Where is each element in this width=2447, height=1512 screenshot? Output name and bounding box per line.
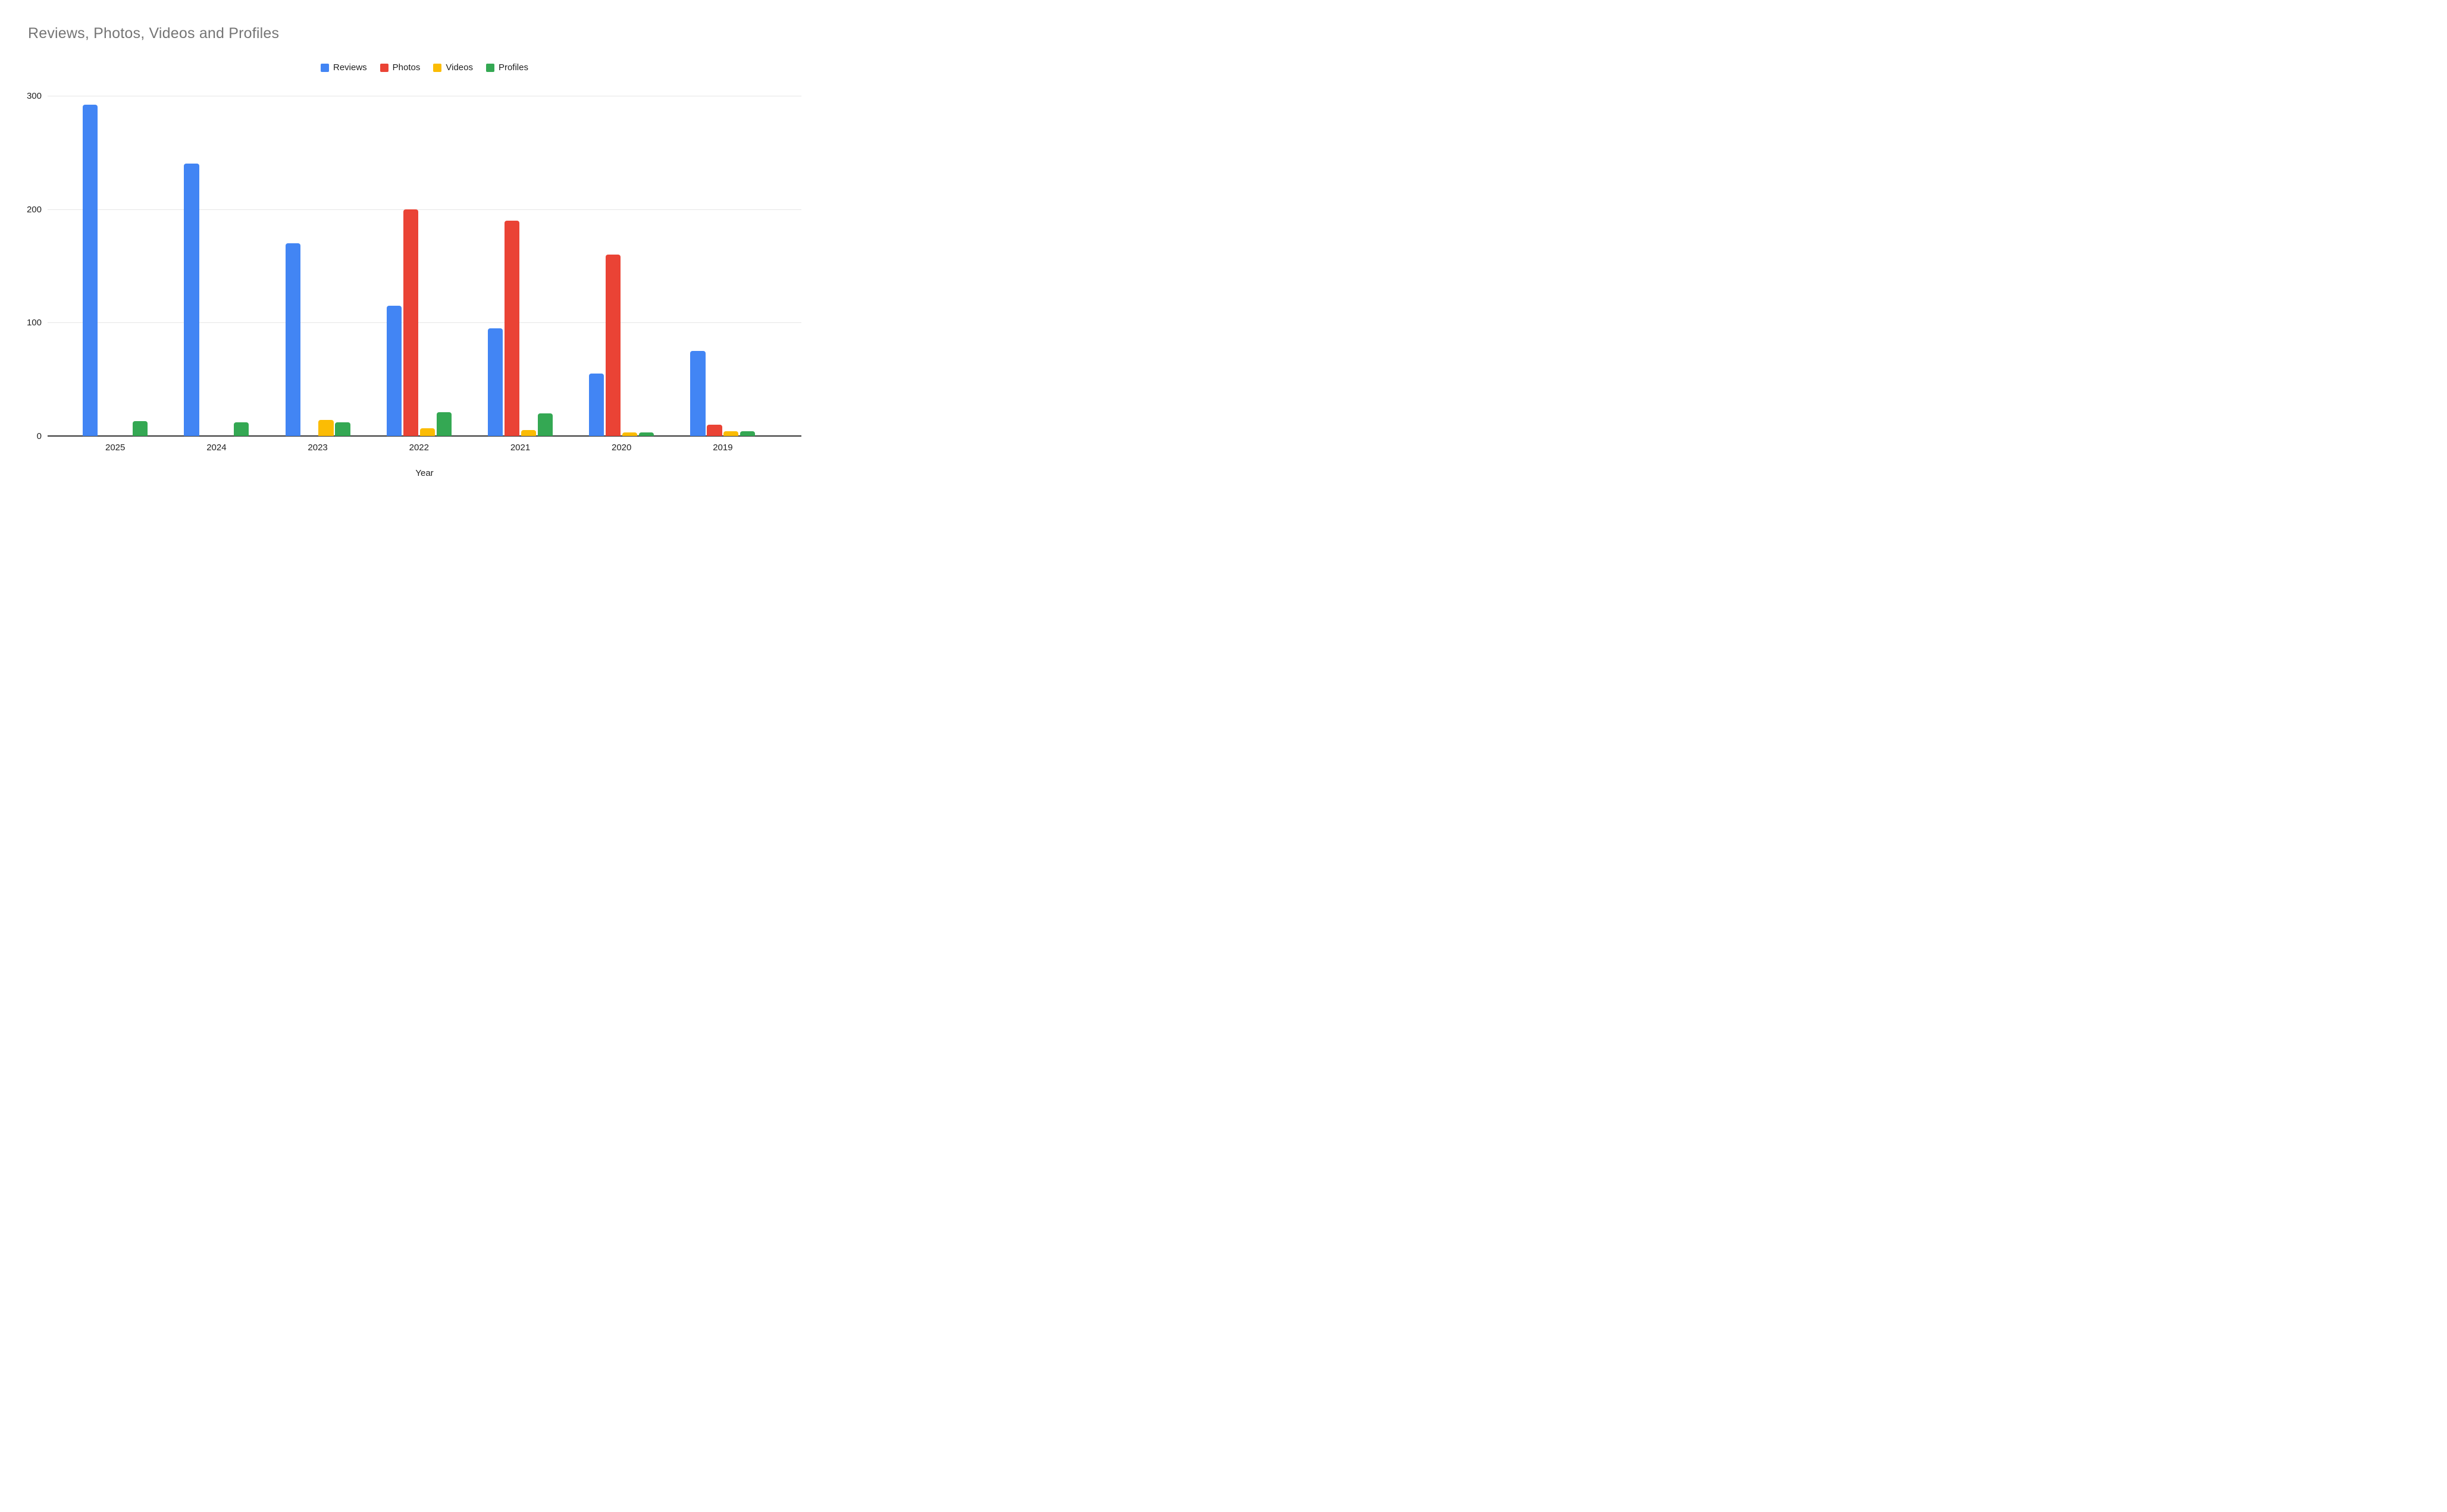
x-tick-label-2025: 2025: [105, 443, 126, 453]
gridline-100: [48, 322, 801, 324]
legend-swatch-reviews: [320, 63, 329, 72]
bar-profiles-2020: [638, 432, 654, 436]
legend-label: Profiles: [498, 62, 528, 73]
legend-item-photos: Photos: [380, 62, 421, 73]
bar-videos-2019: [723, 431, 739, 436]
x-tick-label-2022: 2022: [409, 443, 429, 453]
legend-label: Reviews: [333, 62, 367, 73]
x-tick-label-2019: 2019: [713, 443, 733, 453]
y-tick-label-200: 200: [26, 204, 42, 215]
chart-title: Reviews, Photos, Videos and Profiles: [28, 25, 280, 42]
y-tick-label-100: 100: [26, 318, 42, 328]
bar-profiles-2025: [132, 421, 148, 436]
legend-item-profiles: Profiles: [485, 62, 528, 73]
bar-videos-2022: [419, 428, 435, 436]
y-tick-label-300: 300: [26, 91, 42, 101]
bar-profiles-2022: [436, 412, 452, 436]
legend-swatch-photos: [380, 63, 388, 72]
bar-profiles-2021: [537, 413, 553, 436]
gridline-200: [48, 209, 801, 210]
bar-reviews-2023: [285, 243, 300, 436]
x-tick-label-2023: 2023: [308, 443, 328, 453]
bar-photos-2020: [606, 254, 621, 436]
chart: Reviews, Photos, Videos and Profiles Rev…: [0, 0, 816, 504]
x-axis-line: [48, 435, 801, 437]
bar-profiles-2019: [740, 431, 756, 436]
legend-swatch-profiles: [485, 63, 494, 72]
y-tick-label-0: 0: [36, 431, 42, 441]
bar-photos-2022: [403, 209, 418, 436]
legend-swatch-videos: [433, 63, 442, 72]
legend-label: Videos: [446, 62, 473, 73]
legend-label: Photos: [392, 62, 421, 73]
bar-reviews-2020: [589, 374, 604, 436]
bar-reviews-2024: [184, 164, 199, 436]
bar-reviews-2021: [488, 328, 503, 436]
bar-profiles-2024: [234, 422, 249, 436]
bar-photos-2021: [504, 220, 520, 436]
chart-legend: Reviews Photos Videos Profiles: [48, 62, 801, 73]
bar-videos-2023: [318, 420, 334, 436]
bar-reviews-2025: [83, 105, 98, 436]
bar-videos-2020: [622, 432, 638, 436]
x-axis-title: Year: [415, 468, 434, 478]
x-tick-label-2024: 2024: [206, 443, 227, 453]
legend-item-videos: Videos: [433, 62, 473, 73]
x-tick-label-2021: 2021: [510, 443, 531, 453]
bar-reviews-2019: [690, 351, 706, 436]
bar-reviews-2022: [386, 305, 402, 436]
x-tick-label-2020: 2020: [612, 443, 632, 453]
bar-photos-2019: [707, 424, 722, 436]
bar-videos-2021: [521, 430, 537, 436]
legend-item-reviews: Reviews: [320, 62, 367, 73]
bar-profiles-2023: [335, 422, 350, 436]
